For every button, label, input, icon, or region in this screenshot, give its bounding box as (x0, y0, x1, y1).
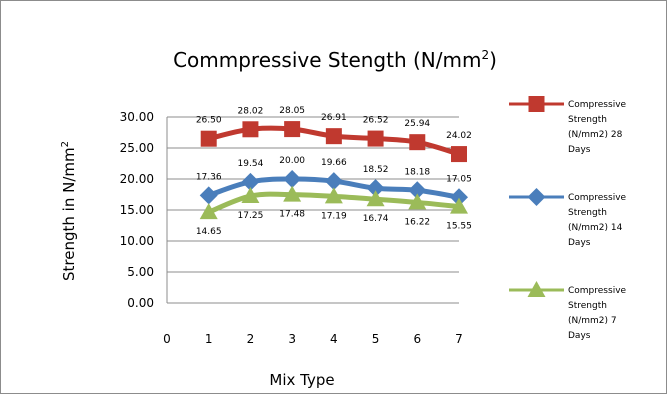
data-label: 17.48 (279, 210, 305, 220)
data-label: 26.91 (321, 113, 347, 123)
marker-diamond (527, 188, 546, 206)
data-labels: 26.50 28.02 28.05 26.91 26.52 25.94 24.02 17.36… (196, 106, 472, 237)
data-label: 15.55 (446, 222, 472, 232)
data-label: 17.05 (446, 174, 472, 184)
legend-label: (N/mm2) 28 (568, 130, 623, 140)
marker-triangle (324, 187, 343, 204)
data-label: 19.54 (238, 159, 264, 169)
data-label: 17.25 (238, 211, 264, 221)
legend-label: Days (568, 238, 591, 248)
marker-square (325, 128, 342, 145)
data-label: 19.66 (321, 158, 347, 168)
marker-square (242, 121, 259, 138)
marker-square (528, 96, 545, 112)
legend-label: Days (568, 145, 591, 155)
legend-label: Compressive (568, 286, 627, 296)
data-label: 26.50 (196, 116, 222, 126)
marker-triangle (408, 193, 427, 210)
y-tick-label: 20.00 (120, 172, 154, 186)
marker-triangle (241, 187, 260, 204)
y-tick-label: 25.00 (120, 141, 154, 155)
marker-diamond (408, 181, 427, 200)
marker-square (367, 130, 384, 147)
y-tick-label: 10.00 (120, 234, 154, 248)
marker-square (200, 130, 217, 147)
y-tick-label: 30.00 (120, 110, 154, 124)
data-label: 17.19 (321, 211, 347, 221)
y-tick-label: 5.00 (127, 265, 154, 279)
legend-label: Strength (568, 208, 607, 218)
x-tick-label: 7 (455, 332, 463, 346)
data-label: 24.02 (446, 131, 472, 141)
legend-label: Compressive (568, 100, 627, 110)
y-tick-label: 0.00 (127, 296, 154, 310)
data-label: 14.65 (196, 227, 222, 237)
marker-triangle (366, 190, 385, 207)
legend-label: Strength (568, 301, 607, 311)
chart-title: Commpressive Stength (N/mm2) (173, 48, 497, 72)
data-label: 16.74 (363, 214, 389, 224)
x-tick-label: 5 (372, 332, 380, 346)
axes: 0.00 5.00 10.00 15.00 20.00 25.00 30.00 0 1 2 3 4 5 6… (120, 110, 463, 346)
x-tick-label: 4 (330, 332, 338, 346)
marker-triangle (527, 281, 546, 297)
marker-triangle (450, 197, 468, 214)
x-tick-label: 3 (288, 332, 296, 346)
legend-label: Strength (568, 115, 607, 125)
marker-diamond (241, 172, 260, 191)
marker-diamond (283, 170, 302, 188)
legend-label: (N/mm2) 14 (568, 223, 623, 233)
data-label: 17.36 (196, 172, 222, 182)
data-label: 26.52 (363, 116, 389, 126)
data-label: 20.00 (279, 156, 305, 166)
x-tick-label: 2 (247, 332, 255, 346)
marker-square (409, 134, 426, 151)
marker-diamond (199, 186, 218, 205)
marker-triangle (283, 185, 302, 202)
x-axis-title: Mix Type (269, 371, 334, 389)
legend-label: (N/mm2) 7 (568, 316, 617, 326)
data-label: 18.52 (363, 165, 389, 175)
y-axis-title: Strength in N/mm2 (60, 141, 78, 281)
series-layer (199, 121, 468, 220)
y-tick-label: 15.00 (120, 203, 154, 217)
marker-diamond (450, 188, 468, 207)
legend-label: Days (568, 331, 591, 341)
marker-triangle (199, 203, 218, 220)
x-tick-label: 1 (205, 332, 213, 346)
data-label: 25.94 (404, 119, 430, 129)
data-label: 18.18 (404, 167, 430, 177)
legend: Compressive Strength (N/mm2) 28 Days Compres… (509, 96, 627, 341)
legend-label: Compressive (568, 193, 627, 203)
data-label: 28.02 (238, 106, 264, 116)
marker-square (284, 121, 301, 138)
data-label: 28.05 (279, 106, 305, 116)
x-tick-label: 0 (163, 332, 171, 346)
x-tick-label: 6 (413, 332, 421, 346)
marker-diamond (366, 179, 385, 198)
marker-square (451, 146, 467, 163)
data-label: 16.22 (404, 217, 430, 227)
marker-diamond (324, 172, 343, 191)
